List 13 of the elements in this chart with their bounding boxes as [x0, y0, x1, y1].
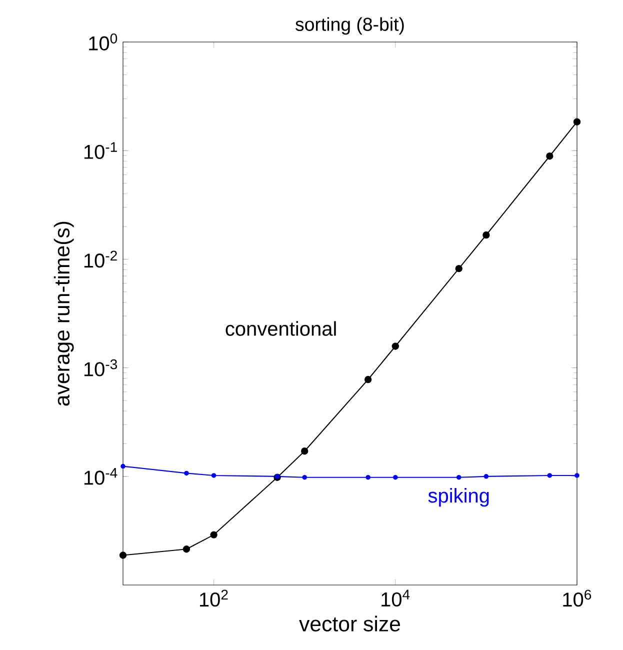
y-tick-label: 10$^{0}$	[89, 34, 118, 50]
x-tick-label: 10$^{6}$	[563, 590, 592, 607]
x-tick-label: 10$^{2}$	[200, 590, 228, 607]
x-axis-title: vector size	[299, 616, 400, 632]
y-tick-label: 10$^{-4}$	[84, 468, 118, 485]
y-tick-label: 10$^{-3}$	[84, 359, 118, 376]
text: conventional	[226, 321, 336, 336]
series-label: spiking	[428, 488, 489, 507]
y-axis-title: average run-time(s)	[54, 222, 74, 406]
x-tick-label: 10$^{4}$	[382, 590, 410, 606]
y-tick-label: 10$^{-1}$	[84, 142, 117, 159]
y-tick-label: 10$^{-2}$	[84, 250, 117, 268]
chart-title: sorting (8-bit)	[296, 17, 404, 35]
